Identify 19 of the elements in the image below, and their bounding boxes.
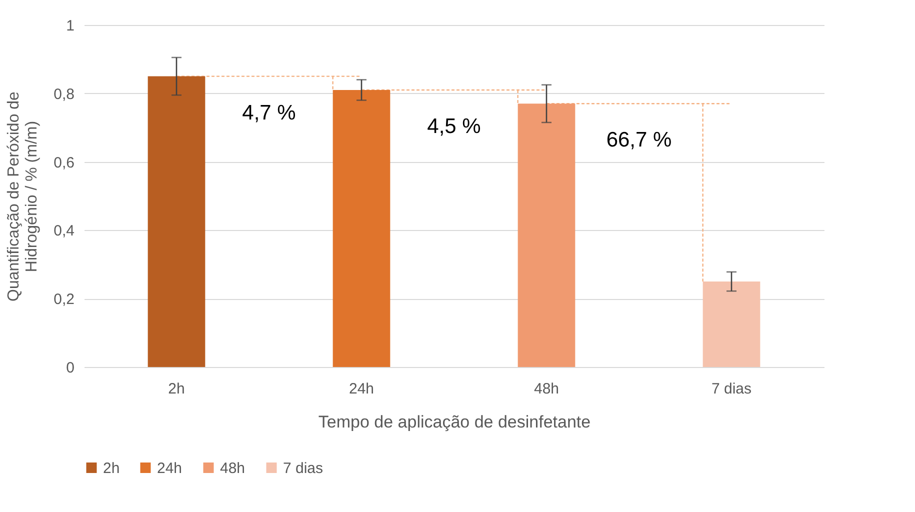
- y-tick-label: 1: [66, 18, 74, 34]
- x-tick-label: 24h: [348, 380, 374, 398]
- legend-label: 48h: [220, 460, 246, 477]
- annotation: 4,5 %: [427, 114, 481, 138]
- y-tick-label: 0,2: [54, 291, 74, 308]
- x-tick-label: 7 dias: [711, 380, 752, 398]
- y-tick-label: 0,4: [54, 222, 74, 240]
- y-axis-title: Quantificação de Peróxido de Hidrogénio / % (m/m): [6, 91, 41, 302]
- y-tick-label: 0,8: [54, 86, 74, 103]
- legend-label: 7 dias: [283, 460, 324, 477]
- y-tick-label: 0: [66, 360, 74, 376]
- legend-label: 2h: [103, 460, 120, 477]
- annotation: 4,7 %: [242, 101, 296, 124]
- y-tick-label: 0,6: [54, 154, 74, 172]
- x-axis-title: Tempo de aplicação de desinfetante: [318, 412, 591, 432]
- x-tick-label: 2h: [168, 380, 185, 398]
- x-tick-label: 48h: [534, 380, 560, 398]
- annotation: 66,7 %: [606, 128, 672, 152]
- legend-label: 24h: [157, 460, 182, 477]
